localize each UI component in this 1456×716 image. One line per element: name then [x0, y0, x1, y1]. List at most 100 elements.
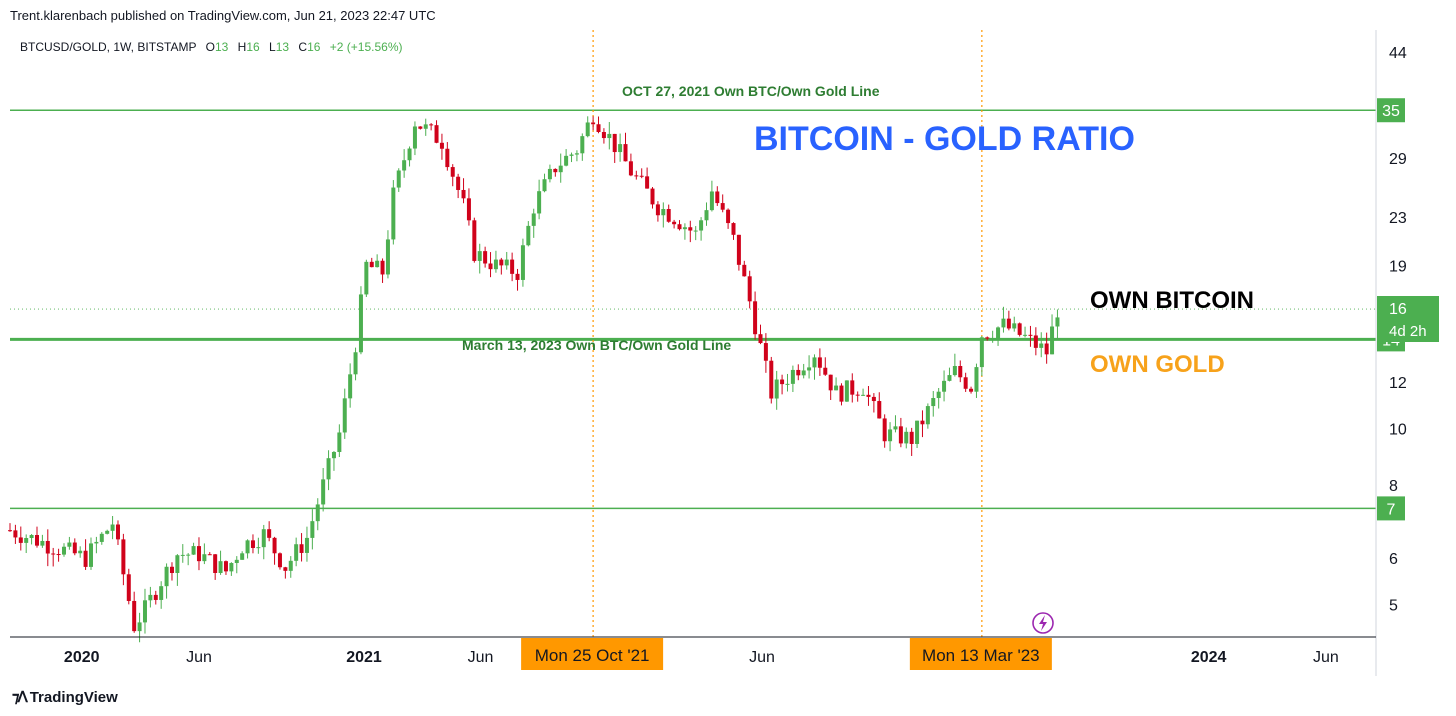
candle	[423, 118, 428, 136]
candle-body	[661, 209, 666, 216]
candle-body	[747, 276, 752, 302]
candle-body	[769, 360, 774, 399]
candle-body	[510, 259, 515, 274]
candle-body	[623, 144, 628, 162]
candle-body	[693, 230, 698, 232]
candle-body	[315, 504, 320, 522]
date-marker-text: Mon 13 Mar '23	[922, 646, 1040, 665]
candle	[169, 562, 174, 581]
time-tick-label: Jun	[749, 649, 775, 666]
candle	[391, 180, 396, 245]
candle-body	[871, 396, 876, 402]
tradingview-logo[interactable]: ⁊ᐱ TradingView	[12, 688, 118, 706]
candle-body	[952, 365, 957, 376]
candle-body	[391, 187, 396, 240]
candle-body	[202, 554, 207, 562]
candle	[758, 324, 763, 345]
candle	[531, 208, 536, 238]
candle	[196, 537, 201, 571]
candle	[628, 153, 633, 177]
candle	[601, 128, 606, 144]
price-axis[interactable]: 44 29 23 19 12 10 8 6 5	[1389, 45, 1407, 614]
candle-body	[520, 245, 525, 280]
candle-body	[310, 521, 315, 538]
candle-body	[904, 431, 909, 444]
candle	[380, 258, 385, 283]
candle	[180, 544, 185, 563]
candle	[477, 243, 482, 274]
candle	[807, 355, 812, 379]
candle-body	[1001, 318, 1006, 328]
candle	[105, 529, 110, 535]
candle-body	[574, 153, 579, 155]
lightning-event-icon[interactable]	[1032, 612, 1054, 634]
candle	[88, 537, 93, 570]
candle-body	[526, 225, 531, 246]
candle	[747, 270, 752, 309]
candle	[801, 363, 806, 379]
candle	[78, 546, 83, 558]
candle	[164, 563, 169, 599]
candle	[591, 116, 596, 131]
level-price-text: 35	[1382, 103, 1400, 120]
candle-body	[191, 546, 196, 555]
candle-body	[499, 259, 504, 266]
candle	[304, 526, 309, 562]
candle-body	[288, 560, 293, 571]
candle	[186, 553, 191, 566]
candle-body	[612, 133, 617, 153]
candle-body	[418, 126, 423, 129]
candle	[877, 392, 882, 419]
candle	[742, 260, 747, 277]
candle-body	[472, 220, 477, 261]
candle	[99, 532, 104, 545]
candle-body	[715, 191, 720, 204]
time-tick-label: Jun	[468, 649, 494, 666]
candle	[67, 536, 72, 550]
candle-body	[931, 398, 936, 407]
candle	[29, 534, 34, 545]
candle-body	[337, 432, 342, 452]
candle-body	[1033, 335, 1038, 348]
candle-body	[8, 530, 12, 532]
candle	[666, 204, 671, 223]
candle-body	[245, 540, 250, 554]
date-marker-labels: Mon 25 Oct '21 Mon 13 Mar '23	[521, 638, 1052, 670]
time-tick-label: 2024	[1191, 649, 1227, 666]
candle	[855, 391, 860, 402]
candle	[699, 217, 704, 241]
candle	[817, 348, 822, 376]
candle-body	[40, 540, 45, 546]
candle-body	[488, 263, 493, 270]
date-marker-text: Mon 25 Oct '21	[535, 646, 650, 665]
candle	[655, 201, 660, 222]
candle-body	[920, 420, 925, 425]
candle-body	[256, 547, 261, 549]
candle-body	[110, 524, 115, 531]
candle-body	[877, 401, 882, 419]
candle-body	[628, 161, 633, 176]
candle-body	[947, 375, 952, 381]
candle	[996, 326, 1001, 346]
candle-body	[169, 566, 174, 574]
candle-body	[34, 535, 39, 546]
candle	[132, 591, 137, 633]
price-tick-label: 12	[1389, 375, 1407, 392]
candle-body	[364, 261, 369, 295]
candle-body	[591, 122, 596, 125]
candle-body	[774, 379, 779, 399]
candle	[515, 268, 520, 291]
candle-body	[29, 535, 34, 539]
candle	[385, 230, 390, 279]
time-axis[interactable]: 2020 Jun 2021 Jun Jun 2024 Jun	[64, 649, 1339, 666]
candle-body	[785, 383, 790, 385]
candle	[51, 547, 56, 567]
candle	[785, 373, 790, 392]
candle-body	[807, 367, 812, 371]
candle-body	[780, 379, 785, 385]
candle	[596, 116, 601, 134]
candle-body	[180, 554, 185, 556]
candle-body	[645, 176, 650, 189]
candle	[790, 365, 795, 393]
